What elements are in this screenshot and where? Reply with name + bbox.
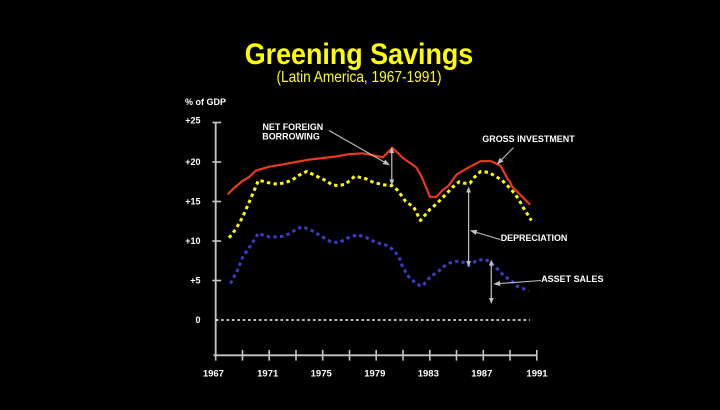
svg-text:DEPRECIATION: DEPRECIATION [501,233,568,244]
svg-text:1967: 1967 [203,368,224,379]
svg-text:+25: +25 [185,116,200,126]
svg-text:1975: 1975 [311,368,333,379]
svg-text:1971: 1971 [257,368,279,379]
svg-text:1983: 1983 [418,368,439,379]
svg-text:% of GDP: % of GDP [185,97,226,107]
svg-text:+15: +15 [185,197,200,207]
svg-text:+10: +10 [185,236,200,246]
svg-text:1987: 1987 [471,368,492,379]
svg-text:0: 0 [195,315,200,325]
svg-text:1979: 1979 [364,368,385,379]
svg-text:+5: +5 [190,276,200,286]
svg-text:1991: 1991 [526,368,548,379]
svg-text:+20: +20 [185,157,200,167]
svg-text:BORROWING: BORROWING [262,132,320,143]
svg-text:(Latin America, 1967-1991): (Latin America, 1967-1991) [277,69,442,86]
svg-text:Greening Savings: Greening Savings [245,38,474,71]
svg-text:NET FOREIGN: NET FOREIGN [263,122,324,133]
svg-text:ASSET SALES: ASSET SALES [541,274,603,285]
svg-text:GROSS INVESTMENT: GROSS INVESTMENT [482,134,575,145]
